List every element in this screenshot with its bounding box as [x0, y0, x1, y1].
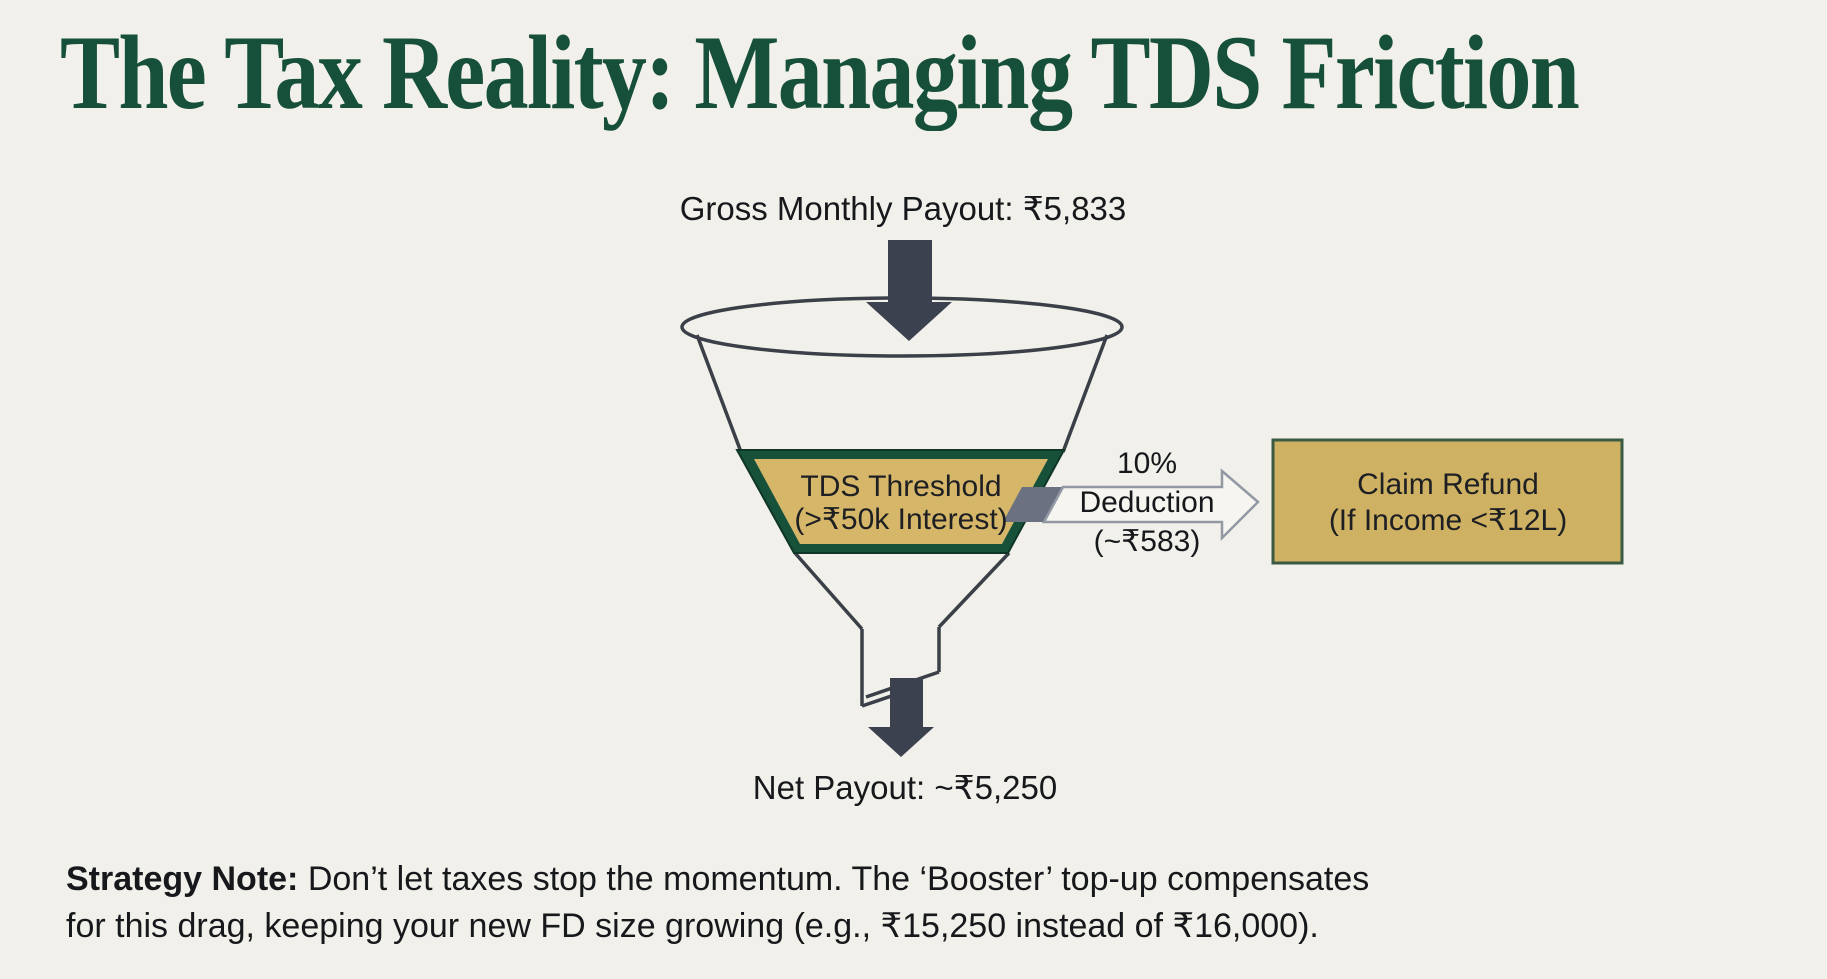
- deduction-right-arrow-icon: [1041, 468, 1260, 542]
- tds-threshold-label: TDS Threshold (>₹50k Interest): [794, 470, 1007, 536]
- tds-threshold-line2: (>₹50k Interest): [794, 503, 1008, 536]
- deduction-rate: 10%: [1116, 447, 1178, 480]
- deduction-amount: (~₹583): [1093, 525, 1201, 558]
- top-flow-arrow-icon: [866, 240, 952, 341]
- strategy-note: Strategy Note: Don’t let taxes stop the …: [66, 856, 1369, 950]
- strategy-note-label: Strategy Note:: [66, 860, 299, 898]
- refund-line1: Claim Refund: [1357, 468, 1539, 501]
- net-payout-label: Net Payout: ~₹5,250: [752, 769, 1058, 806]
- tds-threshold-line1: TDS Threshold: [800, 470, 1002, 503]
- deduction-word: Deduction: [1079, 486, 1215, 519]
- refund-box: [1271, 438, 1624, 565]
- bottom-flow-arrow-icon: [868, 678, 934, 757]
- gross-payout-label: Gross Monthly Payout: ₹5,833: [679, 190, 1127, 227]
- strategy-note-line2: for this drag, keeping your new FD size …: [66, 907, 1319, 945]
- deduction-label: 10% Deduction (~₹583): [1079, 444, 1214, 561]
- page-title: The Tax Reality: Managing TDS Friction: [60, 14, 1580, 131]
- funnel-spout-lines: [860, 627, 941, 708]
- refund-box-label: Claim Refund (If Income <₹12L): [1329, 467, 1567, 539]
- funnel-cone-lines: [695, 334, 1109, 631]
- refund-line2: (If Income <₹12L): [1328, 504, 1568, 537]
- tds-band-inner: [754, 459, 1048, 544]
- strategy-note-line1: Don’t let taxes stop the momentum. The ‘…: [298, 860, 1370, 898]
